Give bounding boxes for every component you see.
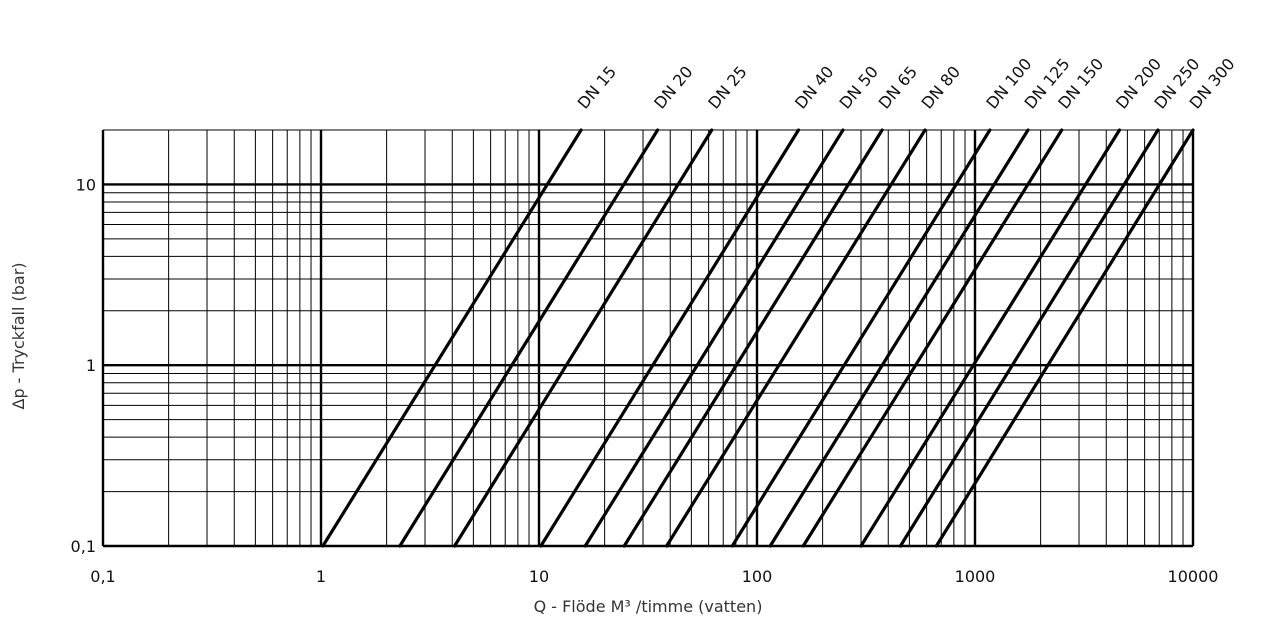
- x-tick-labels: 0,1 1 10 100 1000 10000: [90, 567, 1218, 586]
- series-line-dn-300: [934, 128, 1195, 548]
- series-label-dn-25: DN 25: [704, 62, 751, 112]
- series-label-dn-20: DN 20: [650, 62, 697, 112]
- series-line-dn-50: [583, 128, 845, 548]
- y-tick-label: 1: [86, 356, 96, 375]
- y-axis-title: Δp - Tryckfall (bar): [9, 262, 28, 409]
- series-label-dn-65: DN 65: [875, 62, 922, 112]
- x-tick-label: 10000: [1168, 567, 1219, 586]
- series-line-dn-15: [321, 128, 583, 548]
- series-line-dn-65: [622, 128, 884, 548]
- y-tick-label: 10: [76, 175, 96, 194]
- series-label-dn-40: DN 40: [791, 62, 838, 112]
- x-tick-label: 10: [529, 567, 549, 586]
- series-line-dn-40: [539, 128, 801, 548]
- y-tick-labels: 0,1 1 10: [71, 175, 96, 556]
- series-line-dn-100: [730, 128, 992, 548]
- series-label-dn-15: DN 15: [574, 62, 621, 112]
- series-line-dn-150: [801, 128, 1064, 548]
- y-tick-label: 0,1: [71, 537, 96, 556]
- series-line-dn-20: [398, 128, 660, 548]
- series-line-dn-200: [859, 128, 1122, 548]
- x-tick-label: 100: [742, 567, 773, 586]
- series-lines: [321, 128, 1195, 548]
- x-tick-label: 1: [316, 567, 326, 586]
- x-tick-label: 0,1: [90, 567, 115, 586]
- x-tick-label: 1000: [955, 567, 996, 586]
- series-label-dn-50: DN 50: [835, 62, 882, 112]
- grid-minor: [103, 129, 1193, 546]
- series-line-dn-80: [665, 128, 927, 548]
- series-line-dn-250: [898, 128, 1160, 548]
- x-axis-title: Q - Flöde M³ /timme (vatten): [534, 597, 763, 616]
- series-label-dn-80: DN 80: [918, 62, 965, 112]
- series-line-dn-25: [452, 128, 714, 548]
- series-line-dn-125: [768, 128, 1030, 548]
